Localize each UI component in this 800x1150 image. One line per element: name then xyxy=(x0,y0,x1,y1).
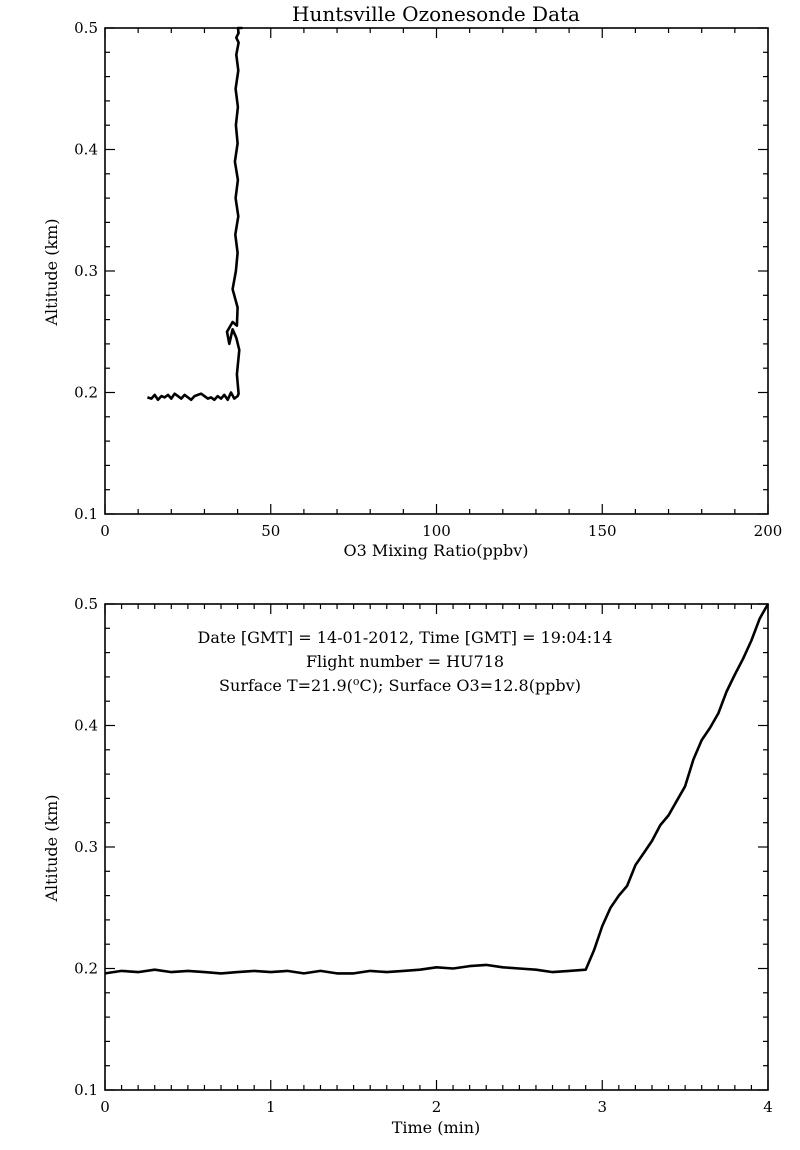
x-tick-label: 3 xyxy=(597,1098,607,1116)
y-tick-label: 0.3 xyxy=(74,838,98,856)
y-tick-label: 0.4 xyxy=(74,717,98,735)
tick-labels: 0 1 2 3 4 0.1 0.2 0.3 0.4 0.5 xyxy=(74,595,773,1116)
annotation-flight-number: Flight number = HU718 xyxy=(306,652,504,671)
y-tick-label: 0.1 xyxy=(74,1081,98,1099)
x-tick-label: 0 xyxy=(100,1098,110,1116)
y-tick-label: 0.2 xyxy=(74,960,98,978)
y-axis-label: Altitude (km) xyxy=(42,218,61,326)
altitude-time-chart: 0 1 2 3 4 0.1 0.2 0.3 0.4 0.5 Time (min) Altitude… xyxy=(42,595,773,1137)
axis-ticks xyxy=(104,27,769,515)
tick-labels: 0 50 100 150 200 0.1 0.2 0.3 0.4 0.5 xyxy=(74,19,782,540)
y-tick-label: 0.5 xyxy=(74,595,98,613)
x-tick-label: 2 xyxy=(432,1098,442,1116)
y-tick-label: 0.1 xyxy=(74,505,98,523)
x-axis-label: O3 Mixing Ratio(ppbv) xyxy=(343,541,528,560)
annotation-date-time: Date [GMT] = 14-01-2012, Time [GMT] = 19… xyxy=(198,628,613,647)
x-tick-label: 0 xyxy=(100,522,110,540)
surface-temp-prefix: Surface T=21.9( xyxy=(219,676,353,695)
x-axis-label: Time (min) xyxy=(392,1118,481,1137)
y-tick-label: 0.3 xyxy=(74,262,98,280)
annotation-surface-values: Surface T=21.9(oC); Surface O3=12.8(ppbv… xyxy=(219,675,581,695)
degree-superscript: o xyxy=(353,675,360,688)
plot-frame xyxy=(104,27,769,515)
x-tick-label: 100 xyxy=(422,522,451,540)
o3-profile-line xyxy=(147,26,243,402)
y-tick-label: 0.4 xyxy=(74,141,98,159)
y-tick-label: 0.5 xyxy=(74,19,98,37)
x-tick-label: 1 xyxy=(266,1098,276,1116)
y-tick-label: 0.2 xyxy=(74,384,98,402)
x-tick-label: 150 xyxy=(588,522,617,540)
y-axis-label: Altitude (km) xyxy=(42,794,61,902)
axis-ticks xyxy=(104,603,769,1091)
x-tick-label: 200 xyxy=(754,522,783,540)
altitude-time-line xyxy=(104,603,770,975)
x-tick-label: 50 xyxy=(261,522,280,540)
o3-profile-chart: 0 50 100 150 200 0.1 0.2 0.3 0.4 0.5 O3 Mixing Ra… xyxy=(42,19,782,560)
chart-title: Huntsville Ozonesonde Data xyxy=(292,2,580,26)
x-tick-label: 4 xyxy=(763,1098,773,1116)
surface-temp-suffix: C); Surface O3=12.8(ppbv) xyxy=(360,676,581,695)
